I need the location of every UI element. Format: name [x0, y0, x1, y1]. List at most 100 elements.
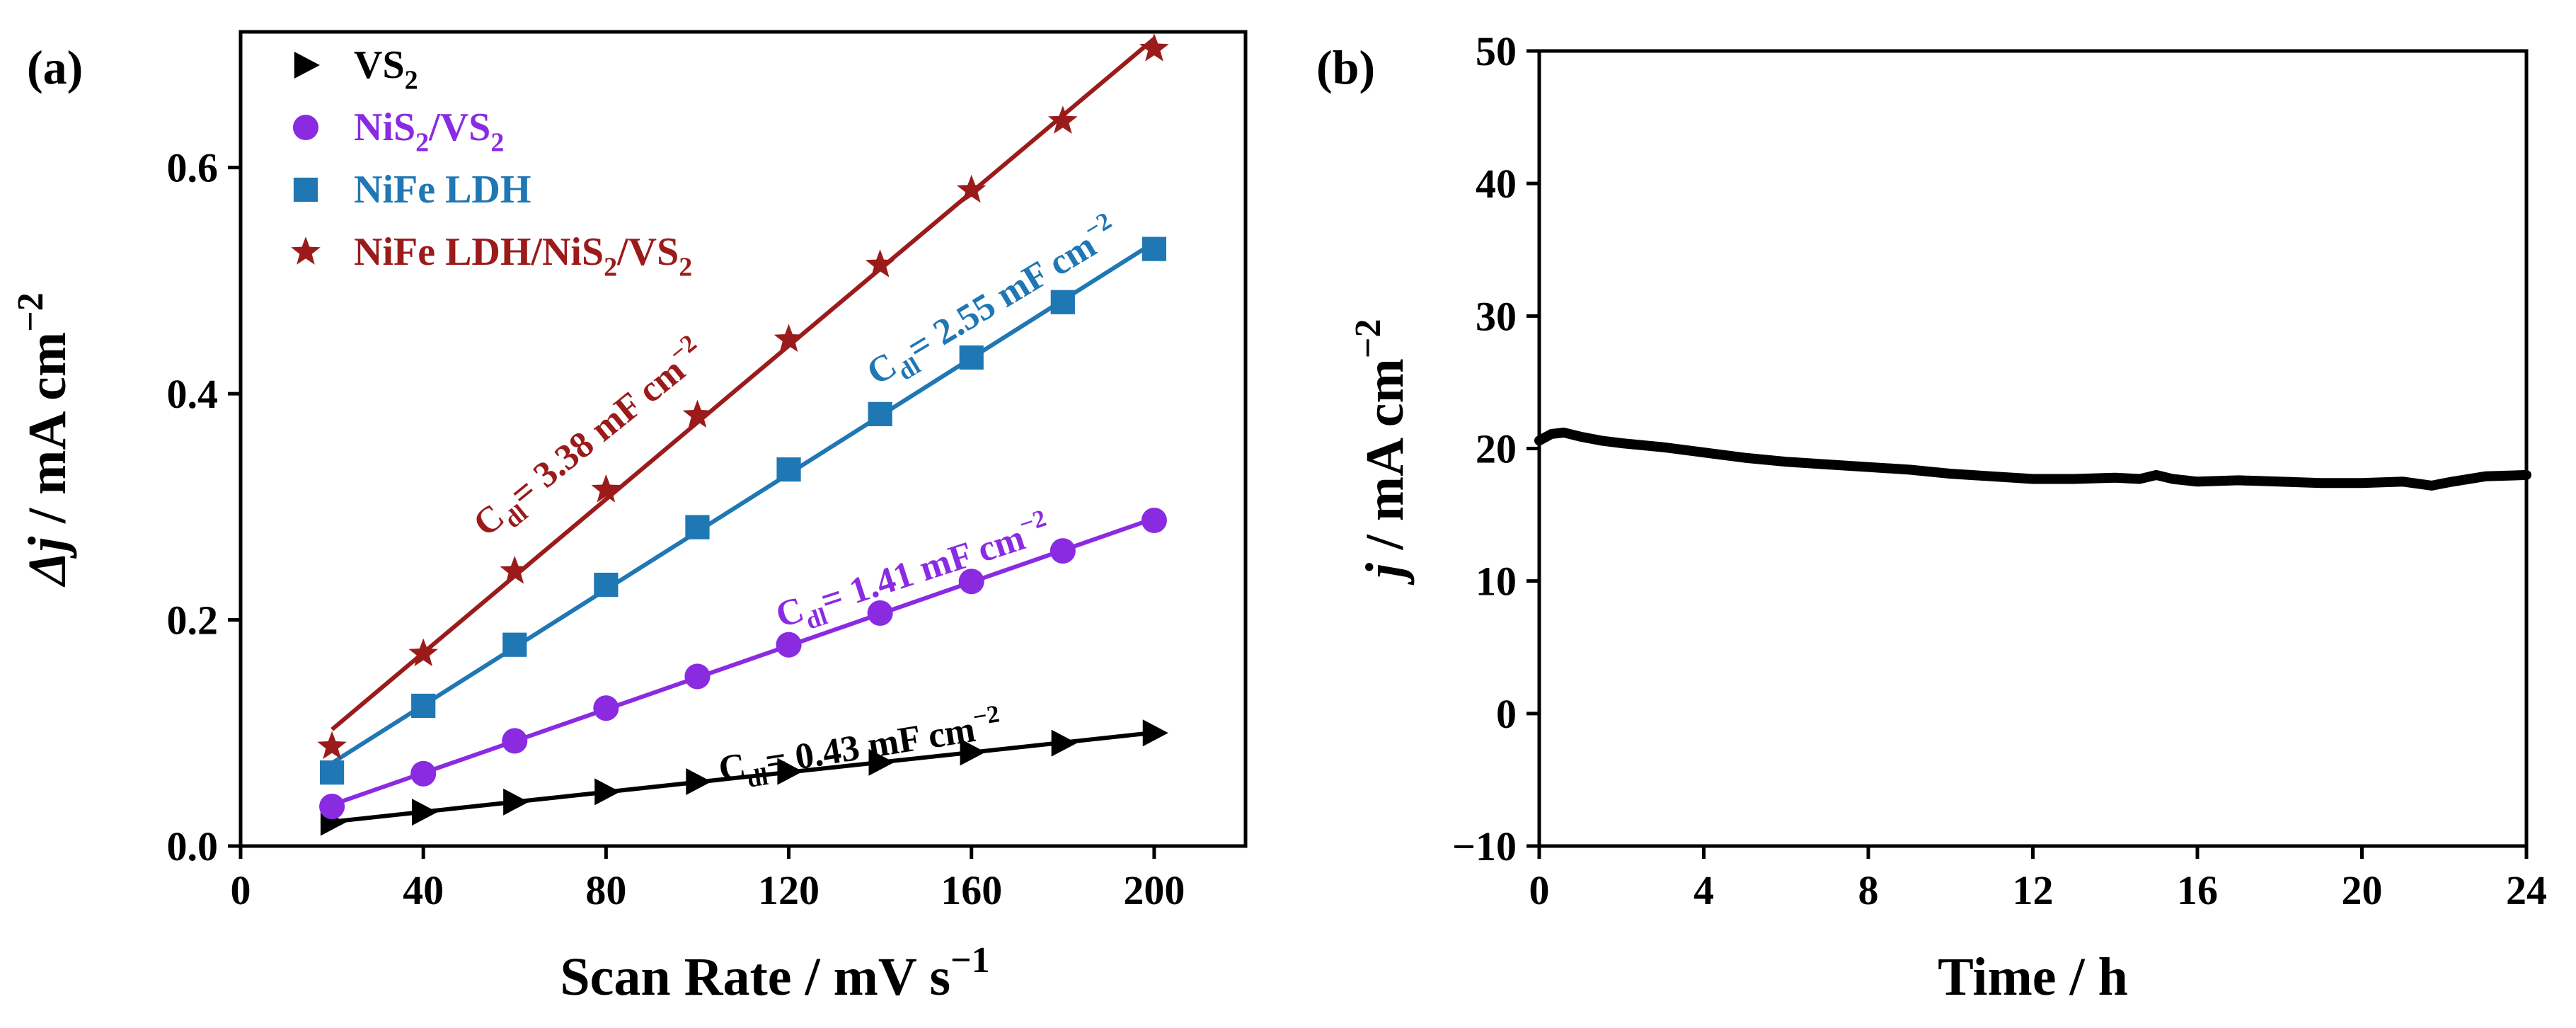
panel-a-x-tick-label: 80: [585, 867, 626, 913]
panel-b-y-axis-label: j / mA cm−2: [1348, 319, 1415, 586]
panel-a-data-point: [502, 728, 528, 754]
panel-a-cdl-annotation-2-part: = 1.41 mF cm: [816, 518, 1030, 622]
panel-b-y-tick-label: −10: [1452, 823, 1517, 869]
panel-a-data-point: [408, 638, 438, 667]
panel-b-x-tick-label: 16: [2177, 867, 2218, 913]
panel-a-legend-label-3-part: NiFe LDH: [354, 168, 531, 212]
panel-a-data-point: [865, 249, 895, 278]
panel-a-data-point: [1142, 719, 1168, 747]
panel-a-legend-label-4: NiFe LDH/NiS2​/VS2​: [354, 230, 692, 282]
panel-a-legend-label-2-part: 2: [490, 128, 504, 158]
panel-b-x-axis-label: Time / h: [1938, 947, 2128, 1007]
panel-a-x-tick-label: 160: [941, 867, 1002, 913]
panel-a-data-point: [686, 767, 712, 795]
panel-a-data-point: [594, 572, 619, 598]
panel-a-data-point: [411, 693, 436, 719]
panel-a-x-axis-label: Scan Rate / mV s−1: [560, 940, 989, 1007]
panel-a-legend-label-4-part: 2: [604, 253, 617, 282]
panel-a-data-point: [502, 632, 527, 657]
panel-a-data-point: [593, 695, 619, 721]
panel-a-y-axis-label-sup: −2: [11, 292, 51, 332]
panel-b-y-tick-label: 20: [1476, 426, 1517, 472]
panel-a-legend-label-1: VS2​: [354, 43, 418, 96]
panel-a-legend-symbol: [291, 236, 321, 265]
panel-a-y-axis-label: Δj / mA cm−2: [11, 292, 77, 588]
panel-a-label: (a): [27, 40, 83, 94]
panel-a-series-4: [317, 33, 1169, 760]
panel-a-data-point: [776, 632, 802, 658]
panel-a-legend-symbol: [294, 52, 320, 79]
panel-a-legend-label-2-part: /VS: [428, 105, 490, 149]
panel-a-y-tick-label: 0.2: [167, 598, 219, 644]
panel-b-y-tick-label: 0: [1496, 691, 1517, 737]
panel-a-legend-symbol: [293, 177, 318, 202]
panel-b-x-tick-label: 8: [1858, 867, 1879, 913]
panel-a-y-axis-label-unit: / mA cm: [18, 332, 77, 537]
panel-a-x-tick-label: 0: [231, 867, 251, 913]
panel-a-fit-line-1: [331, 730, 1155, 824]
panel-a-cdl-annotation-1-part: C: [716, 746, 749, 789]
panel-b-x-tick-label: 24: [2506, 867, 2547, 913]
panel-a-data-point: [867, 600, 893, 627]
panel-a-data-point: [682, 399, 713, 428]
panel-a-data-point: [868, 401, 892, 426]
panel-a-cdl-annotation-2: Cdl​= 1.41 mF cm−2​: [769, 504, 1057, 643]
panel-b-x-tick-label: 20: [2342, 867, 2383, 913]
panel-a-legend-marker-4: [291, 236, 321, 265]
panel-a-data-point: [1139, 33, 1169, 62]
panel-b-y-axis-label-sup: −2: [1348, 319, 1388, 359]
panel-b-y-axis-label-var: j: [1355, 562, 1415, 585]
panel-a-data-point: [412, 799, 438, 826]
panel-a-data-point: [591, 474, 621, 503]
panel-b-y-axis-label-unit: / mA cm: [1355, 358, 1415, 563]
panel-a-data-point: [774, 324, 804, 353]
panel-a-y-tick-label: 0.4: [167, 371, 219, 417]
panel-a-data-point: [317, 731, 347, 760]
panel-a-data-point: [960, 738, 986, 766]
panel-a-x-axis-label-text: Scan Rate / mV s: [560, 947, 950, 1007]
panel-b-x-tick-label: 12: [2013, 867, 2054, 913]
panel-a-data-point: [319, 760, 345, 785]
panel-a-data-point: [777, 758, 803, 785]
panel-a-data-point: [1051, 729, 1077, 757]
panel-a-series-1: [320, 719, 1168, 836]
panel-a-legend-label-2-part: NiS: [354, 105, 415, 149]
panel-a-data-point: [868, 748, 895, 776]
panel-a-data-point: [956, 174, 987, 203]
panel-a-x-tick-label: 40: [403, 867, 444, 913]
panel-a-legend-label-1-part: 2: [405, 66, 418, 96]
panel-a-cdl-annotation-1-part: −2: [971, 699, 1001, 731]
panel-a-data-point: [1050, 290, 1075, 314]
panel-a-fit-line-4: [330, 37, 1156, 731]
panel-b-x-tick-label: 4: [1694, 867, 1714, 913]
panel-a-legend-label-1-part: VS: [354, 43, 405, 87]
panel-a-legend-label-2-part: 2: [415, 128, 429, 158]
panel-a-legend-marker-3: [293, 177, 318, 202]
panel-a-plot-frame: [238, 30, 1248, 848]
panel-a-legend-label-3: NiFe LDH: [354, 168, 531, 212]
panel-b-current-curve: [1534, 428, 2531, 491]
baseline-reset: ​: [763, 743, 769, 782]
panel-b-x-tick-label: 0: [1529, 867, 1550, 913]
panel-a-data-point: [594, 778, 621, 806]
panel-a-data-point: [1050, 538, 1076, 564]
panel-b-y-tick-label: 50: [1476, 28, 1517, 74]
panel-b-label: (b): [1316, 40, 1375, 94]
panel-a-cdl-annotation-4-part: C: [466, 496, 512, 544]
panel-a-legend-label-4-part: /VS: [616, 230, 679, 274]
panel-a-y-axis-label-delta: Δ: [18, 552, 77, 588]
panel-a-legend-marker-2: [292, 114, 319, 141]
panel-a-cdl-annotation-2-part: C: [771, 589, 809, 636]
panel-a-data-point: [958, 569, 984, 595]
panel-a-y-tick-label: 0.6: [167, 145, 219, 191]
panel-a-cdl-annotation-1-part: dl: [745, 763, 770, 793]
panel-a-data-point: [684, 663, 711, 690]
panel-a-fit-line-2: [331, 516, 1155, 807]
panel-a-data-point: [776, 457, 801, 482]
panel-a-x-tick-label: 120: [758, 867, 820, 913]
panel-b-y-tick-label: 10: [1476, 559, 1517, 605]
panel-b-y-tick-label: 40: [1476, 161, 1517, 207]
panel-b-y-tick-label: 30: [1476, 293, 1517, 339]
panel-a-x-axis-label-sup: −1: [950, 940, 990, 981]
